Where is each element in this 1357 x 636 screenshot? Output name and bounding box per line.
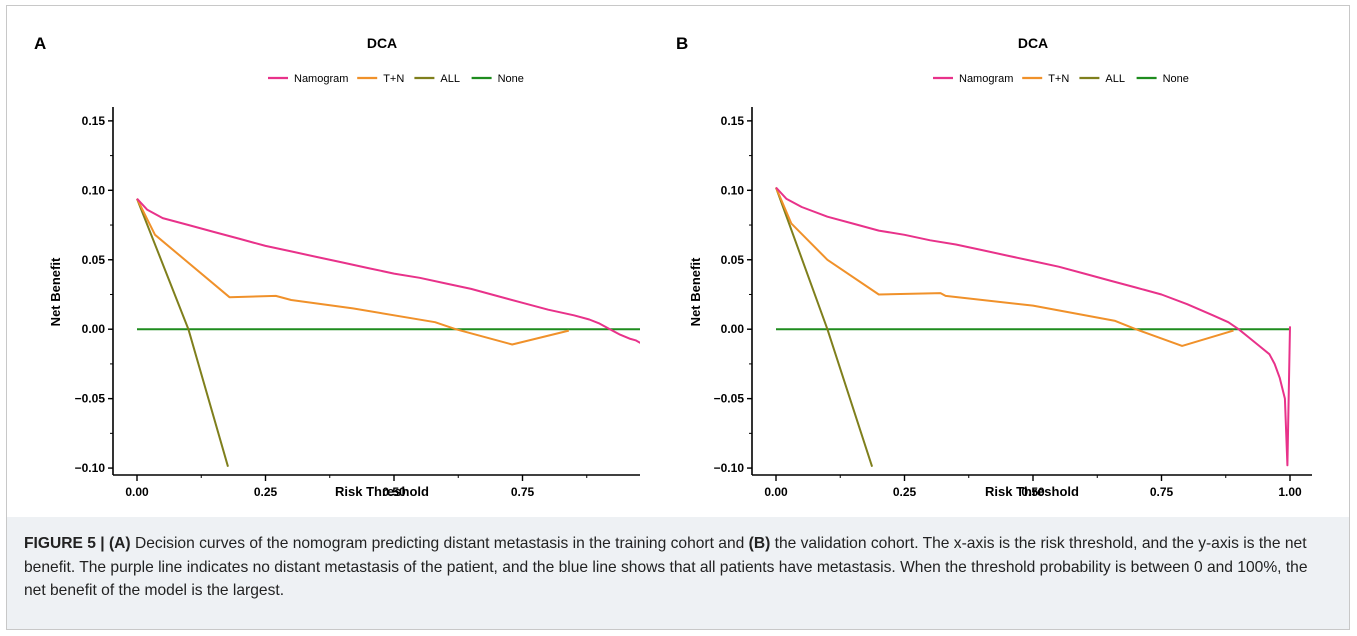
legend-label-tplusn-b: T+N	[1048, 73, 1069, 85]
x-tick-label-b: 1.00	[1278, 485, 1302, 499]
y-tick-label-b: −0.10	[714, 461, 745, 475]
chart-title-a: DCA	[367, 35, 397, 51]
x-tick-label-a: 0.75	[511, 485, 535, 499]
y-tick-label-a: 0.10	[82, 183, 106, 197]
series-line-all-a	[136, 198, 229, 467]
y-axis-label-a: Net Benefit	[48, 257, 63, 326]
x-axis-label-a: Risk Threshold	[335, 484, 429, 499]
y-tick-label-a: 0.00	[82, 322, 106, 336]
series-line-namogram-a	[136, 198, 640, 344]
x-tick-label-a: 0.25	[254, 485, 278, 499]
panel-label-a: A	[34, 34, 46, 53]
y-tick-label-a: 0.15	[82, 114, 106, 128]
figure-caption: FIGURE 5 | (A) Decision curves of the no…	[24, 532, 1329, 603]
axes-a: 0.15 0.10 0.05 0.00 −0.05 −0.10 0.00 0.25 0.50 0.…	[75, 107, 640, 499]
x-tick-label-b: 0.25	[893, 485, 917, 499]
x-tick-label-a: 0.00	[125, 485, 149, 499]
y-tick-label-a: −0.10	[75, 461, 106, 475]
caption-text-2: the validation cohort. The x-axis is the…	[24, 535, 1308, 599]
axes-b: 0.15 0.10 0.05 0.00 −0.05 −0.10 0.00 0.25 0.50 0.…	[714, 107, 1312, 499]
plot-area-b	[775, 186, 1291, 468]
y-tick-label-b: 0.05	[721, 253, 745, 267]
legend-b: Namogram T+N ALL None	[933, 73, 1189, 85]
legend-label-none-a: None	[498, 73, 524, 85]
legend-label-namogram-b: Namogram	[959, 73, 1013, 85]
y-tick-label-b: 0.15	[721, 114, 745, 128]
y-tick-label-a: −0.05	[75, 392, 106, 406]
caption-part-b: (B)	[748, 535, 771, 552]
chart-title-b: DCA	[1018, 35, 1048, 51]
caption-text-1: Decision curves of the nomogram predicti…	[130, 535, 749, 552]
x-tick-label-a: 0.50	[382, 485, 406, 499]
plot-area-a	[136, 198, 640, 467]
legend-label-none-b: None	[1163, 73, 1189, 85]
y-tick-label-b: 0.10	[721, 183, 745, 197]
legend-label-tplusn-a: T+N	[383, 73, 404, 85]
caption-box	[7, 517, 1349, 629]
y-tick-label-a: 0.05	[82, 253, 106, 267]
legend-label-all-a: ALL	[440, 73, 460, 85]
series-line-tplusn-a	[136, 198, 570, 346]
x-tick-label-a: 1.00	[639, 485, 640, 499]
series-line-tplusn-b	[775, 187, 1234, 347]
legend-label-all-b: ALL	[1105, 73, 1125, 85]
y-tick-label-b: 0.00	[721, 322, 745, 336]
x-tick-label-b: 0.50	[1021, 485, 1045, 499]
x-tick-label-b: 0.75	[1150, 485, 1174, 499]
panel-label-b: B	[676, 34, 688, 53]
legend-label-namogram-a: Namogram	[294, 73, 348, 85]
chart-panel-b: B DCA Namogram T+N ALL None 0.15 0.10 0.05 0.0…	[676, 34, 1312, 499]
legend-a: Namogram T+N ALL None	[268, 73, 524, 85]
series-line-all-b	[775, 187, 874, 468]
series-line-namogram-b	[775, 186, 1291, 467]
y-axis-label-b: Net Benefit	[688, 257, 703, 326]
y-tick-label-b: −0.05	[714, 392, 745, 406]
chart-panel-a: A DCA Namogram T+N ALL None 0.15 0.10 0.05 0.0…	[34, 34, 640, 499]
caption-figure-label: FIGURE 5 |	[24, 535, 105, 552]
x-axis-label-b: Risk Threshold	[985, 484, 1079, 499]
x-tick-label-b: 0.00	[764, 485, 788, 499]
caption-part-a: (A)	[108, 535, 131, 552]
